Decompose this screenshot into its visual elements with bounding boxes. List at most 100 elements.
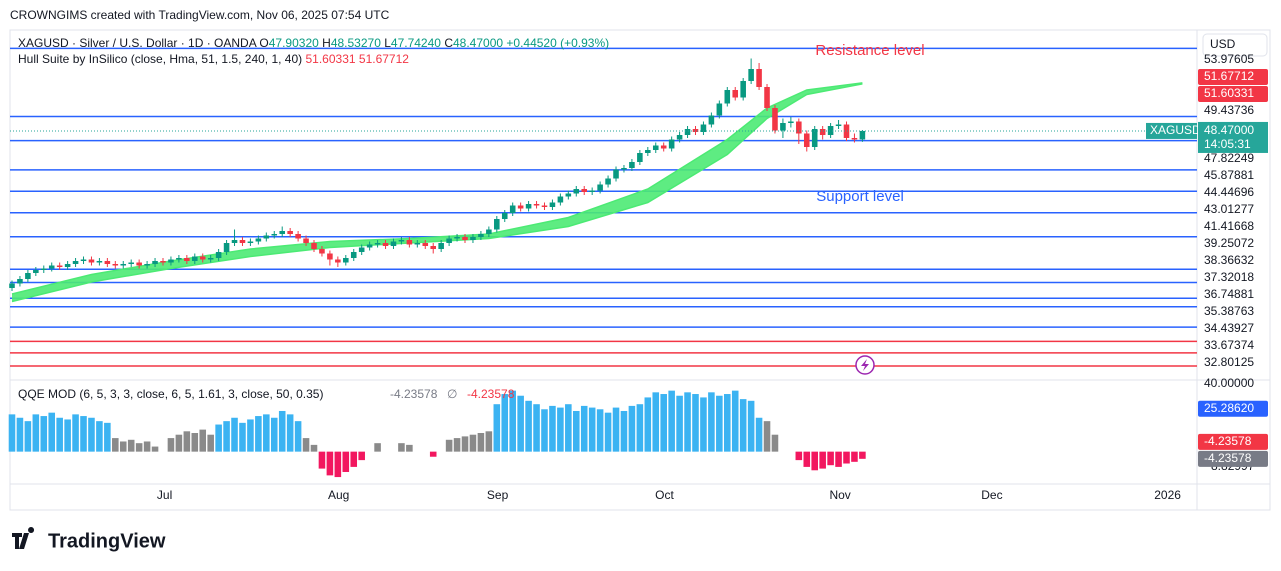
candle-body xyxy=(152,261,158,264)
ohlc-key: C xyxy=(444,36,453,50)
qqe-bar xyxy=(485,431,493,452)
qqe-bar xyxy=(652,392,660,452)
x-tick-label: Aug xyxy=(328,488,349,502)
candle-body xyxy=(263,235,270,239)
candle-body xyxy=(613,169,619,179)
candle-body xyxy=(295,234,301,239)
candle-body xyxy=(207,258,214,260)
candle-body xyxy=(716,103,723,116)
candle-body xyxy=(740,81,746,98)
qqe-bar xyxy=(803,451,811,467)
candle-body xyxy=(184,258,190,261)
candle-body xyxy=(772,108,778,131)
qqe-tag-bg xyxy=(1198,433,1268,450)
candle-body xyxy=(843,124,850,138)
qqe-bar xyxy=(175,434,183,452)
candle-body xyxy=(637,153,643,162)
candle-body xyxy=(398,240,405,242)
candle-body xyxy=(144,264,150,266)
qqe-bar xyxy=(668,390,675,452)
qqe-bar xyxy=(207,434,214,452)
candle-body xyxy=(605,178,611,185)
qqe-value: -4.23578 xyxy=(390,387,438,401)
symbol-tag: XAGUSD xyxy=(1150,123,1201,137)
qqe-bar xyxy=(461,436,469,452)
candle-body xyxy=(859,130,866,140)
qqe-bar xyxy=(334,451,342,478)
qqe-bar xyxy=(358,451,365,461)
candle-body xyxy=(136,262,142,266)
qqe-bar xyxy=(247,419,254,452)
qqe-bar xyxy=(286,414,294,452)
symbol-tag-bg xyxy=(1146,122,1197,139)
price-tag-bg xyxy=(1198,121,1268,153)
countdown: 14:05:31 xyxy=(1204,137,1251,151)
level-label: 49.43736 xyxy=(1204,103,1254,117)
qqe-bar xyxy=(501,394,509,452)
qqe-bar xyxy=(326,451,334,476)
qqe-bar xyxy=(88,417,95,452)
price-tag: 48.47000 xyxy=(1204,123,1254,137)
qqe-bar xyxy=(135,443,143,452)
level-label: 33.67374 xyxy=(1204,338,1254,352)
candle-body xyxy=(48,265,55,269)
qqe-bar xyxy=(739,399,747,452)
qqe-bar xyxy=(477,433,485,452)
qqe-bar xyxy=(549,405,556,452)
candle-body xyxy=(350,252,357,258)
candle-body xyxy=(223,243,230,252)
candle-body xyxy=(231,240,238,243)
hull-tag-bg xyxy=(1198,86,1268,102)
candle-body xyxy=(430,246,437,249)
hull-line xyxy=(11,83,863,303)
change: +0.44520 (+0.93%) xyxy=(506,36,610,50)
candle-body xyxy=(33,270,39,273)
level-label: 32.80125 xyxy=(1204,355,1254,369)
candle-body xyxy=(239,240,246,243)
level-label: 45.87881 xyxy=(1204,168,1254,182)
qqe-bar xyxy=(628,405,636,452)
ohlc-key: H xyxy=(322,36,331,50)
candle-body xyxy=(851,138,858,140)
qqe-bar xyxy=(40,416,48,452)
candle-body xyxy=(319,249,325,254)
candle-body xyxy=(732,90,739,98)
candle-body xyxy=(9,283,15,288)
candle-body xyxy=(454,237,460,239)
qqe-bar xyxy=(724,394,731,452)
brand-logo xyxy=(12,527,35,549)
qqe-bar xyxy=(843,451,850,464)
candle-body xyxy=(597,184,603,191)
candle-body xyxy=(311,243,317,249)
hull-tag: 51.60331 xyxy=(1204,86,1254,100)
level-label: 39.25072 xyxy=(1204,236,1254,250)
qqe-bar xyxy=(851,451,858,462)
qqe-bar xyxy=(747,400,755,452)
qqe-bar xyxy=(755,417,763,452)
currency-button[interactable] xyxy=(1202,33,1268,57)
candle-body xyxy=(462,237,468,240)
qqe-bar xyxy=(255,416,262,452)
qqe-bar xyxy=(278,410,286,452)
currency[interactable]: USD xyxy=(1210,37,1236,51)
candle-body xyxy=(176,258,182,260)
qqe-bar xyxy=(580,405,588,452)
annotation: Resistance level xyxy=(815,42,924,59)
qqe-bar xyxy=(48,412,56,452)
candle-body xyxy=(72,261,79,264)
candle-body xyxy=(549,202,556,207)
qqe-bar xyxy=(80,416,87,452)
candle-body xyxy=(279,231,285,234)
annotation: Support level xyxy=(816,188,904,205)
qqe-bar xyxy=(215,424,222,452)
candle-body xyxy=(358,247,365,252)
qqe-bar xyxy=(119,441,127,452)
qqe-bar xyxy=(596,409,604,452)
qqe-bar xyxy=(811,451,818,471)
qqe-bar xyxy=(406,444,413,452)
qqe-bar xyxy=(612,407,620,452)
qqe-bar xyxy=(692,394,699,452)
qqe-bar xyxy=(342,451,350,472)
candle-body xyxy=(271,234,278,236)
